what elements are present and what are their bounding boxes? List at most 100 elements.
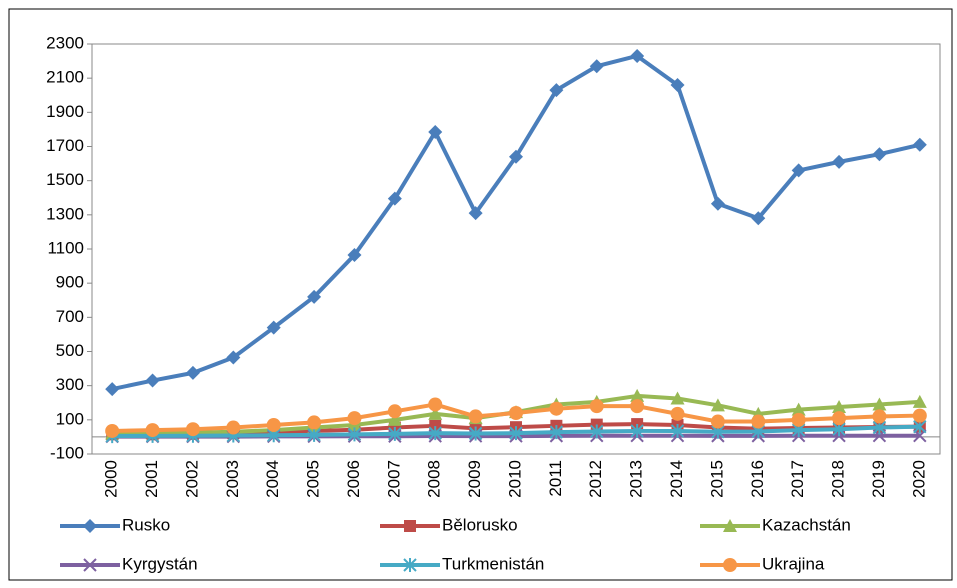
- legend-marker: [723, 519, 737, 532]
- x-tick-label: 2019: [869, 460, 888, 498]
- x-tick-label: 2009: [465, 460, 484, 498]
- x-tick-label: 2018: [829, 460, 848, 498]
- legend-marker: [403, 558, 417, 572]
- y-tick-label: -100: [50, 443, 84, 462]
- data-point: [387, 404, 402, 419]
- y-tick-label: 2100: [46, 68, 84, 87]
- data-point: [590, 424, 604, 439]
- data-point: [428, 406, 443, 420]
- y-tick-label: 1500: [46, 170, 84, 189]
- data-point: [791, 163, 806, 178]
- legend-label: Turkmenistán: [442, 554, 544, 573]
- data-point: [307, 415, 322, 430]
- data-point: [145, 423, 160, 438]
- x-tick-label: 2008: [425, 460, 444, 498]
- data-point: [428, 426, 442, 441]
- data-point: [347, 247, 362, 262]
- data-point: [266, 320, 281, 335]
- legend-marker: [83, 558, 97, 572]
- y-tick-label: 1100: [47, 238, 84, 257]
- y-tick-label: 900: [56, 273, 84, 292]
- data-point: [549, 425, 564, 440]
- data-point: [710, 398, 725, 412]
- data-point: [670, 423, 685, 438]
- legend-marker: [83, 519, 97, 533]
- data-point: [872, 147, 887, 162]
- data-point: [630, 48, 645, 63]
- data-point: [710, 196, 725, 211]
- data-point: [387, 412, 402, 426]
- data-point: [832, 154, 847, 169]
- x-tick-label: 2020: [909, 460, 928, 498]
- data-point: [791, 402, 806, 416]
- x-tick-label: 2000: [102, 460, 121, 498]
- data-point: [670, 78, 685, 92]
- y-tick-label: 700: [56, 307, 84, 326]
- data-point: [347, 411, 362, 426]
- x-tick-label: 2012: [586, 460, 605, 498]
- x-tick-label: 2013: [627, 460, 646, 498]
- data-point: [468, 206, 483, 221]
- x-tick-label: 2016: [748, 460, 767, 498]
- data-point: [630, 388, 645, 402]
- x-tick-label: 2017: [788, 460, 807, 498]
- data-point: [670, 391, 685, 405]
- data-point: [670, 406, 685, 421]
- x-tick-label: 2007: [384, 460, 403, 498]
- chart-border: [8, 8, 953, 581]
- legend-marker: [723, 558, 737, 572]
- data-point: [832, 411, 847, 426]
- data-point: [509, 149, 523, 164]
- legend-label: Bělorusko: [442, 515, 518, 534]
- legend-label: Kazachstán: [762, 515, 851, 534]
- data-point: [832, 400, 847, 414]
- y-tick-label: 100: [56, 409, 84, 428]
- data-point: [145, 373, 160, 388]
- y-tick-label: 1700: [46, 136, 84, 155]
- data-point: [105, 423, 120, 438]
- data-point: [388, 426, 402, 441]
- data-point: [468, 426, 483, 441]
- y-tick-label: 500: [56, 341, 84, 360]
- data-point: [912, 137, 927, 152]
- y-tick-label: 300: [56, 375, 84, 394]
- x-tick-label: 2011: [546, 460, 565, 497]
- data-point: [185, 422, 200, 437]
- data-point: [428, 397, 443, 412]
- data-point: [751, 211, 766, 226]
- legend-marker: [404, 520, 416, 532]
- x-tick-label: 2001: [142, 460, 161, 498]
- data-point: [630, 423, 644, 438]
- data-point: [912, 408, 927, 423]
- legend-label: Rusko: [122, 515, 170, 534]
- data-point: [347, 427, 362, 442]
- data-point: [185, 365, 200, 380]
- data-point: [105, 382, 120, 397]
- data-point: [307, 427, 321, 442]
- x-tick-label: 2005: [304, 460, 323, 498]
- data-point: [549, 401, 564, 416]
- data-point: [387, 191, 402, 206]
- x-tick-label: 2014: [667, 460, 686, 498]
- x-tick-label: 2003: [223, 460, 242, 498]
- x-tick-label: 2010: [505, 460, 524, 498]
- data-point: [872, 397, 887, 411]
- x-tick-label: 2006: [344, 460, 363, 498]
- y-tick-label: 2300: [46, 33, 84, 52]
- x-tick-label: 2015: [707, 460, 726, 498]
- legend-label: Kyrgystán: [122, 554, 198, 573]
- data-point: [589, 59, 604, 74]
- data-point: [266, 417, 281, 432]
- legend-label: Ukrajina: [762, 554, 825, 573]
- data-point: [589, 399, 604, 414]
- data-point: [912, 394, 927, 408]
- data-point: [226, 350, 241, 365]
- data-point: [509, 406, 523, 420]
- data-point: [791, 412, 806, 427]
- data-point: [307, 289, 322, 304]
- data-point: [509, 426, 523, 441]
- data-point: [428, 124, 443, 139]
- y-tick-label: 1300: [46, 204, 84, 223]
- x-tick-label: 2002: [182, 460, 201, 498]
- data-point: [710, 414, 725, 429]
